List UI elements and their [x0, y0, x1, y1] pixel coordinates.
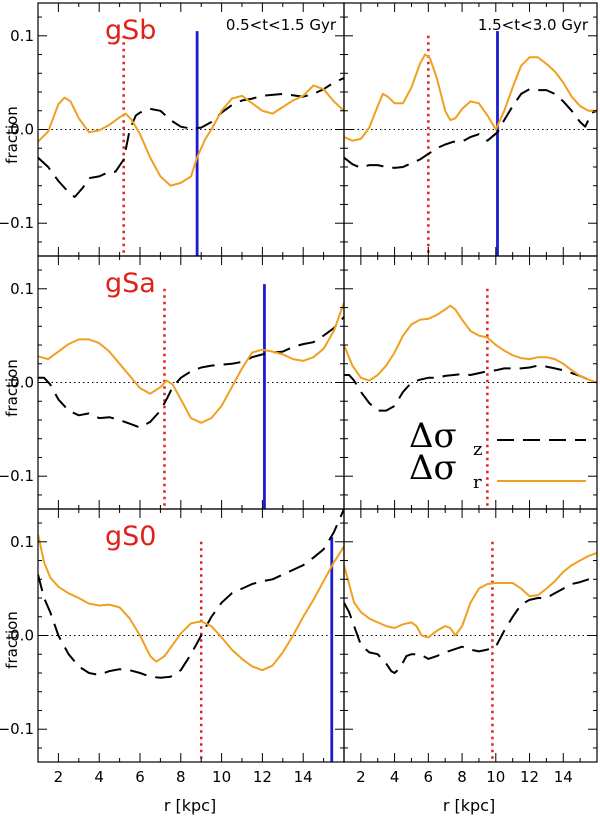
x-tick-label-r2c0-2: 2: [54, 768, 64, 786]
series-dsr-r2c1: [344, 552, 597, 639]
y-axis-label-row-0: fraction: [3, 106, 21, 164]
x-tick-label-r2c0-12: 12: [253, 768, 272, 786]
series-dsz-r0c1: [344, 88, 597, 169]
x-tick-label-r2c1-14: 14: [554, 768, 573, 786]
y-tick-label-r2c0-2: −0.1: [0, 720, 34, 738]
panel-plot-area-r1c0: [38, 284, 344, 509]
panel-plot-area-r2c1: [344, 541, 597, 762]
y-tick-label-r1c0-0: 0.1: [10, 280, 34, 298]
x-tick-label-r2c0-10: 10: [212, 768, 231, 786]
x-tick-label-r2c1-4: 4: [390, 768, 400, 786]
y-tick-label-r0c0-1: 0.0: [10, 121, 34, 139]
series-dsr-r0c1: [344, 53, 597, 142]
series-dsz-r0c0: [38, 77, 344, 198]
y-tick-label-r0c0-2: −0.1: [0, 214, 34, 232]
x-tick-label-r2c0-4: 4: [94, 768, 104, 786]
panel-plot-area-r0c1: [344, 31, 597, 256]
panels-layer: 0.1 0.0 −0.1 gSb 0.5<t<1.5 Gyr 1.5<t<3.0 Gyr 0…: [0, 2, 598, 786]
panel-r2c0: 0.1 0.0 −0.1 2 4 6 8 10 12 14 gS0: [0, 508, 345, 786]
x-tick-label-r2c1-8: 8: [457, 768, 467, 786]
x-tick-label-r2c1-12: 12: [520, 768, 539, 786]
panel-r0c1: 1.5<t<3.0 Gyr: [343, 2, 598, 257]
x-tick-label-r2c0-14: 14: [294, 768, 313, 786]
x-tick-label-r2c1-6: 6: [424, 768, 434, 786]
panel-r1c0: 0.1 0.0 −0.1 gSa: [0, 255, 345, 510]
legend-symbol-dsr: Δσ: [409, 448, 457, 488]
axis-labels-layer: fraction fraction fraction r [kpc] r [kp…: [3, 106, 495, 815]
x-axis-label-left: r [kpc]: [164, 796, 216, 815]
panel-plot-area-r0c0: [38, 31, 344, 256]
y-tick-label-r1c0-1: 0.0: [10, 374, 34, 392]
series-dsz-r2c0: [38, 509, 344, 679]
y-tick-label-r2c0-1: 0.0: [10, 627, 34, 645]
y-axis-label-row-1: fraction: [3, 359, 21, 417]
series-dsz-r1c1: [344, 364, 597, 412]
series-dsr-r2c0: [38, 534, 344, 672]
panel-r1c1: [343, 255, 598, 510]
y-axis-label-row-2: fraction: [3, 611, 21, 669]
legend-symbol-dsz: Δσ: [409, 416, 457, 456]
x-tick-label-r2c0-8: 8: [176, 768, 186, 786]
series-dsr-r1c0: [38, 302, 344, 424]
panel-plot-area-r1c1: [344, 288, 597, 509]
panel-name-gSb: gSb: [105, 15, 156, 46]
series-dsr-r0c0: [38, 84, 344, 187]
legend-sub-dsz: z: [473, 439, 482, 460]
x-axis-label-right: r [kpc]: [443, 796, 495, 815]
column-title-0: 0.5<t<1.5 Gyr: [226, 16, 337, 34]
x-tick-label-r2c0-6: 6: [135, 768, 145, 786]
legend-sub-dsr: r: [473, 472, 482, 493]
series-dsr-r1c1: [344, 304, 597, 384]
x-tick-label-r2c1-2: 2: [356, 768, 366, 786]
column-title-1: 1.5<t<3.0 Gyr: [478, 16, 589, 34]
panel-r2c1: 2 4 6 8 10 12 14: [343, 508, 598, 786]
panel-plot-area-r2c0: [38, 509, 344, 762]
panel-name-gSa: gSa: [105, 268, 156, 299]
y-tick-label-r2c0-0: 0.1: [10, 533, 34, 551]
legend: Δσ z Δσ r: [409, 416, 586, 493]
panel-name-gS0: gS0: [105, 521, 156, 552]
y-tick-label-r0c0-0: 0.1: [10, 27, 34, 45]
x-tick-label-r2c1-10: 10: [486, 768, 505, 786]
series-dsz-r1c0: [38, 316, 344, 429]
series-dsz-r2c1: [344, 576, 597, 674]
y-tick-label-r1c0-2: −0.1: [0, 467, 34, 485]
panel-r0c0: 0.1 0.0 −0.1 gSb 0.5<t<1.5 Gyr: [0, 2, 345, 257]
